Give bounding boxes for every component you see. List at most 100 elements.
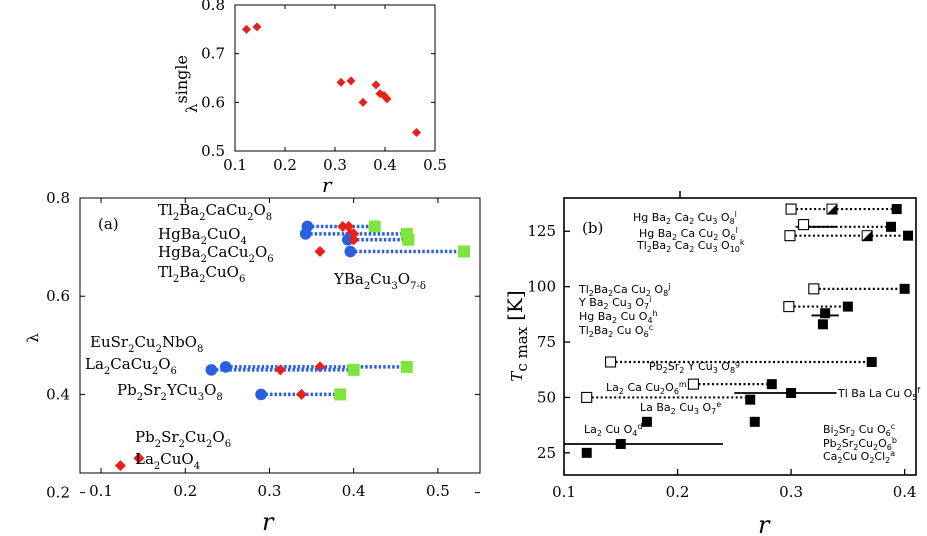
chem-part: h — [653, 309, 658, 318]
formula-part: 6 — [239, 274, 245, 285]
chem-part: 8 — [730, 366, 735, 375]
formula-part: O — [212, 428, 224, 446]
formula-part: 4 — [240, 236, 246, 247]
chem-part: l — [735, 210, 737, 219]
chem-part: 3 — [713, 366, 718, 375]
inset-x-axis-label: r — [322, 173, 333, 197]
chem-part: 2 — [837, 456, 842, 465]
half-point-fill — [862, 230, 873, 241]
chem-part: 7 — [644, 302, 649, 311]
chem-part: Ca — [671, 211, 689, 224]
inset-point — [336, 77, 346, 87]
chem-part: 2 — [869, 456, 874, 465]
green-point — [368, 220, 381, 233]
chem-part: a — [890, 449, 895, 458]
chem-part: 2 — [853, 443, 858, 452]
filled-point — [820, 308, 831, 319]
blue-point — [255, 388, 267, 401]
formula-part: 6 — [267, 254, 273, 265]
chem-part: O — [718, 227, 730, 240]
chem-part: O — [665, 381, 674, 394]
chem-part: 2 — [647, 245, 652, 254]
formula-part: EuSr — [90, 333, 129, 351]
x-tick-label: 0.4 — [373, 156, 397, 174]
chem-part: Cu — [694, 211, 712, 224]
chem-part: La — [584, 423, 597, 436]
label-ca2cuo2cl2: Ca2Cu O2Cl2a — [823, 449, 895, 465]
chem-part: 2 — [619, 387, 624, 396]
hollow-point — [581, 391, 593, 403]
formula-part: 2 — [206, 439, 212, 450]
x-tick-label: 0.2 — [173, 482, 197, 500]
chem-part: O — [717, 211, 729, 224]
chem-part: 2 — [663, 366, 668, 375]
chem-part: 2 — [589, 289, 594, 298]
chem-part: 2 — [671, 407, 676, 416]
inset-point — [371, 80, 381, 90]
chem-part: Sr — [668, 360, 680, 373]
chem-part: 6 — [730, 233, 735, 242]
formula-part: 2 — [247, 212, 253, 223]
filled-point — [786, 388, 797, 399]
chem-part: 2 — [679, 366, 684, 375]
label-pb2sr2y: Pb2Sr2YCu3O8 — [117, 381, 223, 403]
filled-point — [581, 447, 592, 458]
inset-point — [242, 24, 251, 34]
chem-part: l — [736, 226, 738, 235]
formula-part: HgBa — [158, 225, 201, 243]
chem-part: 3 — [712, 217, 717, 226]
chem-part: Ca Cu — [624, 381, 660, 394]
formula-part: 3 — [391, 281, 397, 292]
x-tick-label: 0.1 — [223, 156, 247, 174]
formula-part: Pb — [135, 428, 155, 446]
chem-part: 2 — [589, 330, 594, 339]
chem-part: Ba — [594, 283, 608, 296]
chem-part: 2 — [672, 233, 677, 242]
formula-part: O — [253, 201, 265, 219]
y-tick-label: 75 — [537, 333, 556, 351]
chem-part: Cu O — [617, 310, 648, 323]
chem-part: 5 — [912, 393, 917, 402]
formula-part: Pb — [117, 381, 137, 399]
formula-part: Cu — [134, 333, 155, 351]
hollow-point — [785, 203, 797, 215]
chem-part: Tl — [578, 283, 589, 296]
formula-part: 2 — [137, 392, 143, 403]
red-point — [348, 234, 360, 246]
filled-point — [886, 221, 897, 232]
formula-part: 2 — [201, 236, 207, 247]
label-pb2sr2cu: Pb2Sr2Cu2O6 — [135, 428, 231, 450]
hollow-point — [605, 356, 617, 368]
formula-part: Sr — [143, 381, 161, 399]
y-tick-label: 0.6 — [201, 93, 225, 111]
x-tick-label: 0.4 — [893, 483, 917, 501]
inset-point — [252, 22, 262, 32]
y-tick-label: 0.7 — [201, 45, 225, 63]
formula-part: Tl — [158, 201, 173, 219]
chem-part: Sr — [842, 437, 854, 450]
chem-part: Tl — [578, 324, 589, 337]
label-tl2223: Tl2Ba2 Ca2 Cu3 O10k — [636, 238, 745, 254]
y-tick-label: 0.8 — [46, 189, 70, 207]
panel-b-y-label-unit: [K] — [503, 290, 527, 321]
chem-part: e — [716, 400, 721, 409]
label-hg1201: Hg Ba2 Cu O4h — [579, 309, 658, 325]
formula-part: 8 — [216, 392, 222, 403]
label-laba2: La Ba2 Cu3 O7e — [640, 400, 721, 416]
svg-text:λsingle: λsingle — [172, 55, 201, 113]
chem-part: Tl — [636, 239, 647, 252]
chem-part: Cu — [694, 239, 712, 252]
formula-part: 2 — [156, 344, 162, 355]
formula-part: YBa — [333, 270, 364, 288]
formula-part: Ba — [179, 201, 199, 219]
blue-point — [299, 228, 312, 240]
y-tick-label: 0.5 — [201, 142, 225, 160]
chem-part: 3 — [712, 245, 717, 254]
chem-part: Cu O — [602, 423, 633, 436]
label-pb2sr2y: Pb2Sr2 Y Cu3 O8g — [649, 359, 740, 375]
chem-part: 4 — [647, 316, 652, 325]
panel-a-y-axis-label: λ — [24, 333, 42, 343]
chem-part: f — [917, 386, 920, 395]
chem-part: c — [891, 422, 895, 431]
